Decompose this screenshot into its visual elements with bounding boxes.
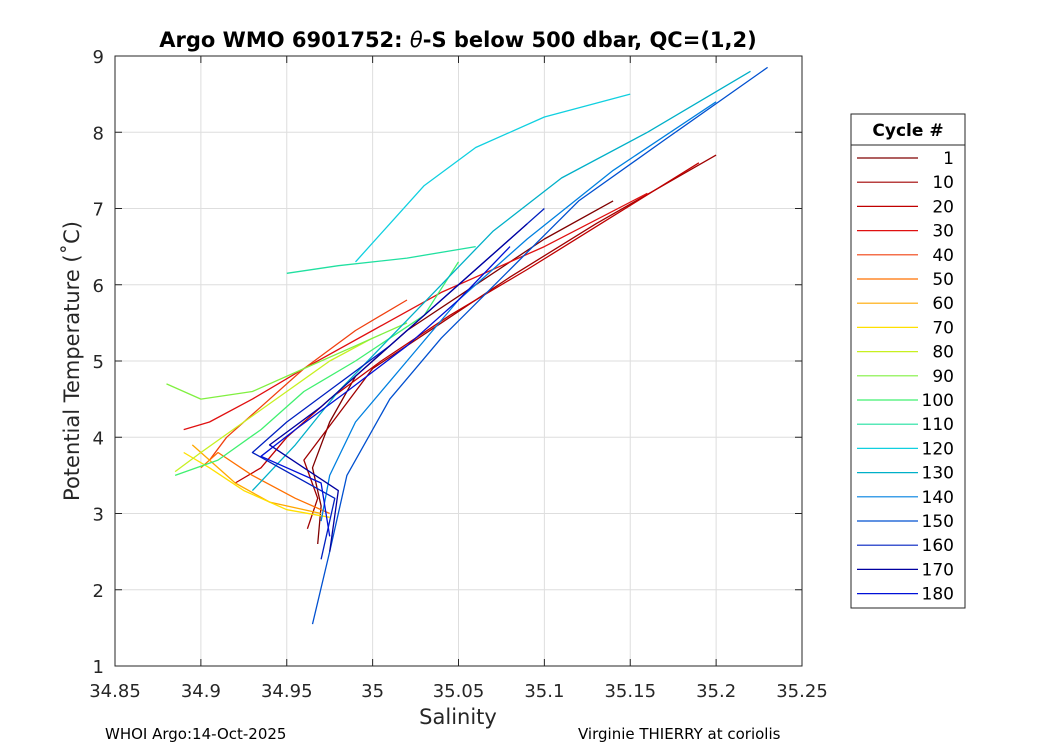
legend-label: 180 [922, 585, 954, 605]
x-axis-ticks: 34.85 34.9 34.95 35 35.05 35.1 35.15 35.2 35.25 [89, 56, 828, 702]
x-tick-label: 35.1 [524, 681, 564, 702]
y-tick-label: 3 [93, 505, 104, 526]
legend-label: 60 [932, 294, 954, 314]
chart-title: Argo WMO 6901752: θ-S below 500 dbar, QC… [159, 28, 756, 52]
x-tick-label: 34.85 [89, 681, 141, 702]
x-tick-label: 35.05 [433, 681, 485, 702]
x-tick-label: 34.9 [181, 681, 221, 702]
legend-entries: 1102030405060708090100110120130140150160… [857, 149, 954, 605]
series-line-cycle-70 [183, 451, 330, 518]
series-line-cycle-80 [174, 337, 373, 473]
legend-label: 50 [932, 270, 954, 290]
legend-label: 140 [922, 488, 954, 508]
y-tick-label: 6 [93, 276, 104, 297]
x-tick-label: 35.15 [604, 681, 656, 702]
y-tick-label: 4 [93, 428, 104, 449]
footer-source: WHOI Argo:14-Oct-2025 [105, 725, 287, 743]
legend-title: Cycle # [872, 121, 943, 141]
series-line-cycle-140 [320, 101, 717, 522]
legend-label: 110 [922, 415, 954, 435]
legend-label: 130 [922, 464, 954, 484]
legend: Cycle # 11020304050607080901001101201301… [850, 113, 966, 609]
series-line-cycle-150 [311, 66, 768, 625]
legend-label: 80 [932, 343, 954, 363]
legend-label: 90 [932, 367, 954, 387]
y-axis-label: Potential Temperature (˚C) [60, 221, 84, 501]
legend-label: 30 [932, 222, 954, 242]
legend-label: 170 [922, 560, 954, 580]
series-lines [166, 66, 768, 625]
y-tick-label: 2 [93, 581, 104, 602]
y-tick-label: 9 [93, 47, 104, 68]
x-tick-label: 34.95 [261, 681, 313, 702]
series-line-cycle-170 [268, 223, 528, 552]
series-line-cycle-160 [251, 208, 545, 560]
series-line-cycle-30 [183, 192, 648, 431]
footer-credit: Virginie THIERRY at coriolis [578, 725, 781, 743]
series-line-cycle-110 [286, 245, 476, 274]
legend-label: 150 [922, 512, 954, 532]
series-line-cycle-130 [251, 70, 751, 492]
legend-label: 160 [922, 536, 954, 556]
y-axis-ticks: 1 2 3 4 5 6 7 8 9 [93, 47, 802, 678]
y-tick-label: 7 [93, 200, 104, 221]
grid-lines [114, 55, 803, 667]
series-line-cycle-60 [191, 444, 322, 515]
x-axis-label: Salinity [419, 705, 497, 729]
series-line-cycle-40 [208, 299, 408, 461]
y-tick-label: 5 [93, 352, 104, 373]
series-line-cycle-1 [311, 200, 614, 545]
y-tick-label: 1 [93, 657, 104, 678]
series-line-cycle-180 [260, 246, 511, 537]
legend-label: 20 [932, 197, 954, 217]
legend-label: 1 [943, 149, 954, 169]
x-tick-label: 35 [361, 681, 384, 702]
legend-label: 10 [932, 173, 954, 193]
series-line-cycle-50 [200, 451, 330, 515]
x-tick-label: 35.2 [696, 681, 736, 702]
x-tick-label: 35.25 [776, 681, 828, 702]
series-line-cycle-90 [166, 322, 408, 400]
y-tick-label: 8 [93, 123, 104, 144]
legend-label: 120 [922, 439, 954, 459]
series-line-cycle-120 [355, 93, 631, 263]
legend-box [850, 113, 966, 609]
legend-label: 40 [932, 246, 954, 266]
legend-label: 70 [932, 318, 954, 338]
legend-label: 100 [922, 391, 954, 411]
series-line-cycle-20 [234, 162, 700, 484]
